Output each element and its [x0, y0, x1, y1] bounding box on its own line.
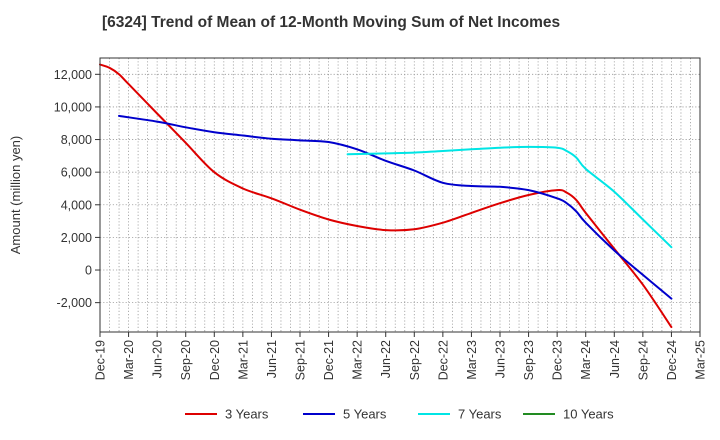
x-tick-label: Mar-22	[351, 340, 365, 380]
y-tick-label: 10,000	[54, 100, 92, 114]
x-tick-label: Sep-20	[179, 340, 193, 380]
series-line-7-years	[346, 145, 673, 249]
y-tick-label: 12,000	[54, 68, 92, 82]
series-line-5-years	[118, 114, 673, 300]
x-tick-label: Sep-24	[636, 340, 650, 380]
series-line-3-years	[99, 63, 673, 329]
y-tick-label: 6,000	[61, 166, 92, 180]
x-tick-label: Jun-20	[151, 340, 165, 378]
plot-frame	[99, 57, 701, 333]
legend-label-5-years: 5 Years	[343, 407, 387, 422]
y-tick-label: 2,000	[61, 231, 92, 245]
series-lines	[99, 63, 673, 329]
y-tick-label: 0	[85, 264, 92, 278]
y-axis-label: Amount (million yen)	[8, 136, 23, 255]
y-tick-label: 8,000	[61, 133, 92, 147]
legend-label-7-years: 7 Years	[458, 407, 502, 422]
x-tick-label: Jun-24	[608, 340, 622, 378]
x-tick-label: Mar-23	[465, 340, 479, 380]
x-tick-label: Dec-19	[94, 340, 108, 380]
chart-title: [6324] Trend of Mean of 12-Month Moving …	[102, 14, 561, 31]
plot-area	[100, 58, 700, 332]
x-tick-label: Dec-22	[436, 340, 450, 380]
x-tick-label: Mar-24	[579, 340, 593, 380]
x-tick-label: Sep-23	[522, 340, 536, 380]
x-tick-label: Mar-25	[694, 340, 708, 380]
x-tick-label: Mar-21	[236, 340, 250, 380]
x-tick-label: Dec-21	[322, 340, 336, 380]
x-tick-label: Jun-23	[494, 340, 508, 378]
axis-ticks: -2,000 0 2,000 4,000 6,000 8,000 10,000 12,000 D…	[54, 68, 708, 381]
y-tick-label: -2,000	[57, 296, 92, 310]
x-tick-label: Dec-23	[551, 340, 565, 380]
x-tick-label: Mar-20	[122, 340, 136, 380]
x-tick-label: Sep-22	[408, 340, 422, 380]
x-tick-label: Jun-21	[265, 340, 279, 378]
x-tick-label: Sep-21	[294, 340, 308, 380]
x-tick-label: Jun-22	[379, 340, 393, 378]
y-tick-label: 4,000	[61, 198, 92, 212]
legend-label-3-years: 3 Years	[225, 407, 269, 422]
x-tick-label: Dec-20	[208, 340, 222, 380]
legend: 3 Years 5 Years 7 Years 10 Years	[185, 407, 614, 422]
x-tick-label: Dec-24	[665, 340, 679, 380]
legend-label-10-years: 10 Years	[563, 407, 614, 422]
